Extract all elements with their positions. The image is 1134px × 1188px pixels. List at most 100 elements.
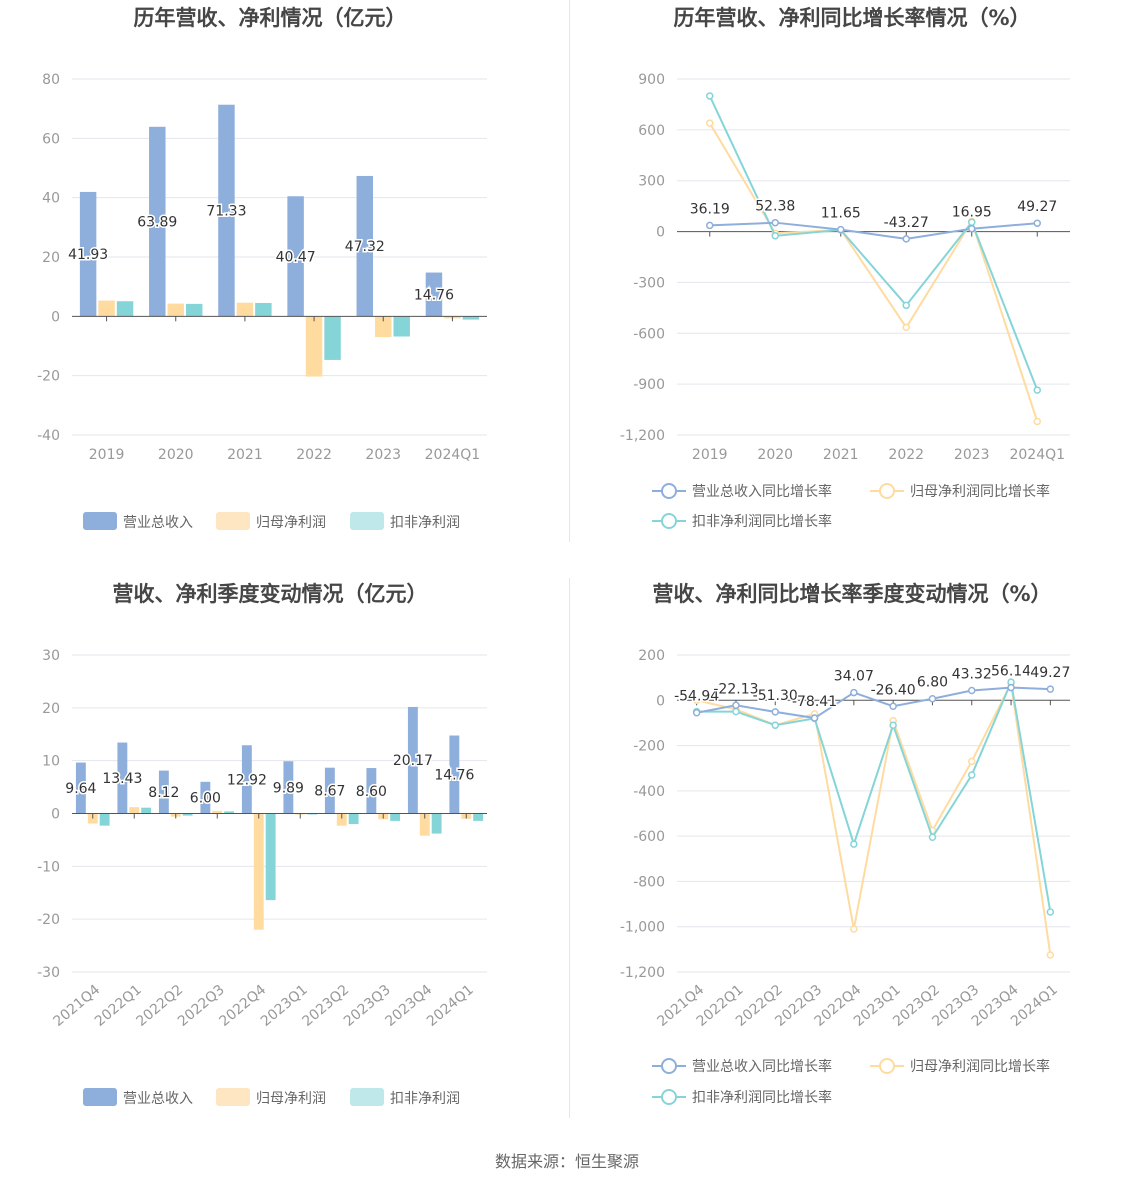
y-tick-label: 60 xyxy=(42,131,60,147)
data-label: -54.94 xyxy=(674,689,719,705)
line-point xyxy=(889,721,897,729)
line-point xyxy=(1046,908,1055,916)
y-tick-label: -20 xyxy=(37,369,60,385)
y-tick-label: 40 xyxy=(42,191,60,207)
bar xyxy=(167,303,184,317)
legend-label: 营业总收入 xyxy=(123,515,193,531)
legend-swatch xyxy=(83,512,117,530)
legend-label: 扣非净利润 xyxy=(390,1091,460,1107)
legend-label: 扣非净利润同比增长率 xyxy=(692,513,832,530)
bar xyxy=(87,813,98,824)
legend-marker xyxy=(879,483,895,499)
line-point xyxy=(732,701,740,710)
x-tick-label: 2024Q1 xyxy=(424,982,477,1030)
data-label: 36.19 xyxy=(690,201,730,217)
legend-swatch xyxy=(350,512,384,530)
data-label: 16.95 xyxy=(952,205,992,221)
bar xyxy=(393,316,410,337)
bar xyxy=(200,781,211,814)
x-tick-label: 2019 xyxy=(692,447,728,463)
bar xyxy=(407,706,418,814)
legend-item: 归母净利润同比增长率 xyxy=(870,483,1050,500)
line-point xyxy=(1007,683,1015,692)
bar xyxy=(431,813,442,834)
legend-item: 归母净利润同比增长率 xyxy=(870,1058,1050,1075)
line-point xyxy=(902,301,910,310)
data-label: 9.64 xyxy=(65,781,96,797)
data-label: 34.07 xyxy=(834,669,874,685)
line-point xyxy=(706,221,714,230)
bar xyxy=(348,813,359,825)
line-point xyxy=(706,92,714,100)
line-point xyxy=(1033,417,1041,426)
bar xyxy=(141,807,152,814)
line-point xyxy=(968,757,976,766)
x-tick-label: 2019 xyxy=(89,447,125,463)
bar xyxy=(75,762,86,814)
bar xyxy=(336,813,347,826)
data-label: -51.30 xyxy=(753,688,798,704)
legend-item: 扣非净利润 xyxy=(350,512,460,531)
bar xyxy=(356,175,374,317)
bar xyxy=(253,813,264,930)
x-tick-label: 2020 xyxy=(757,447,793,463)
legend-marker xyxy=(661,1089,677,1105)
legend-item: 扣非净利润 xyxy=(350,1088,460,1107)
y-tick-label: 0 xyxy=(656,225,665,241)
y-tick-label: -1,200 xyxy=(620,965,665,981)
data-label: 49.27 xyxy=(1030,665,1070,681)
data-label: 40.47 xyxy=(276,249,316,265)
panel-quarterly-amount: 营收、净利季度变动情况（亿元） 30 20 10 0 -10 -20 -30 2021Q4 202… xyxy=(0,576,567,1136)
line-point xyxy=(771,218,779,227)
panel-annual-amount: 历年营收、净利情况（亿元） 80 60 40 20 0 -20 -40 2019 2020 2021… xyxy=(0,0,567,560)
line-point xyxy=(902,235,910,243)
bar xyxy=(375,316,392,338)
x-tick-label: 2022 xyxy=(888,447,924,463)
bar xyxy=(185,303,203,317)
chart-title: 营收、净利季度变动情况（亿元） xyxy=(113,582,428,606)
x-tick-label: 2022 xyxy=(296,447,332,463)
line-point xyxy=(1046,951,1055,959)
bar xyxy=(287,196,304,317)
bar xyxy=(149,126,166,317)
bar xyxy=(324,767,335,814)
legend-item: 营业总收入 xyxy=(83,1088,193,1107)
y-tick-label: -1,000 xyxy=(620,920,665,936)
legend-item: 营业总收入 xyxy=(83,512,193,531)
data-label: -78.41 xyxy=(792,694,837,710)
y-tick-label: -200 xyxy=(633,739,665,755)
y-tick-label: 20 xyxy=(42,250,60,266)
bar xyxy=(236,302,254,317)
line-point xyxy=(771,708,779,716)
y-tick-label: 200 xyxy=(638,648,665,664)
bar xyxy=(79,191,97,317)
y-tick-label: 0 xyxy=(51,807,60,823)
series-line xyxy=(696,678,1052,913)
line-point xyxy=(928,833,937,842)
legend-label: 扣非净利润 xyxy=(390,515,460,531)
line-point xyxy=(1033,386,1041,394)
line-point xyxy=(810,714,819,722)
line-point xyxy=(850,925,858,933)
line-point xyxy=(889,702,897,711)
bar xyxy=(419,813,430,836)
y-tick-label: -40 xyxy=(37,428,60,444)
panel-annual-growth: 历年营收、净利同比增长率情况（%） 900 600 300 0 -300 -600 -900 -… xyxy=(567,0,1134,560)
bar xyxy=(241,745,252,814)
divider-bottom xyxy=(569,578,570,1118)
y-tick-label: -800 xyxy=(633,874,665,890)
data-label: 11.65 xyxy=(821,206,861,222)
data-label: 6.00 xyxy=(190,791,221,807)
chart-title: 历年营收、净利同比增长率情况（%） xyxy=(673,6,1030,30)
data-source-note: 数据来源：恒生聚源 xyxy=(494,1152,639,1171)
data-label: 6.80 xyxy=(917,675,948,691)
bar xyxy=(218,104,235,317)
annual-amount-chart: 历年营收、净利情况（亿元） 80 60 40 20 0 -20 -40 2019 2020 2021… xyxy=(37,6,487,531)
data-label: 47.32 xyxy=(345,239,385,255)
legend-marker xyxy=(879,1058,895,1074)
bar xyxy=(224,811,235,814)
line-point xyxy=(771,721,779,729)
y-tick-label: 0 xyxy=(656,693,665,709)
legend-item: 营业总收入同比增长率 xyxy=(652,483,832,500)
legend-swatch xyxy=(83,1088,117,1106)
